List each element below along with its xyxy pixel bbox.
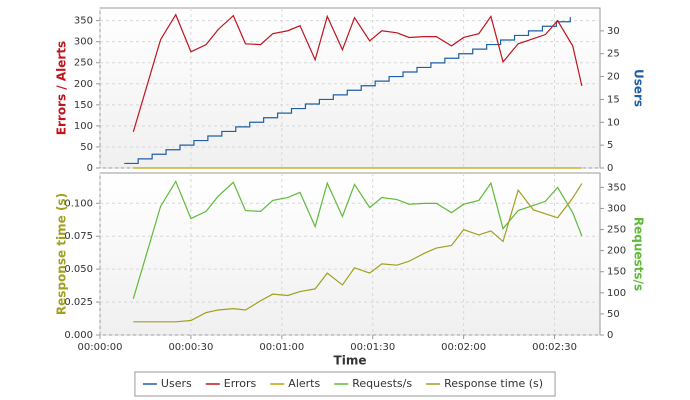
y-tick-label: 300 (74, 37, 93, 48)
y2-tick-label: 30 (607, 26, 620, 37)
plot-area (99, 7, 601, 169)
y2-tick-label: 150 (607, 267, 626, 278)
legend-item: Users (142, 377, 192, 390)
y2-tick-label: 0 (607, 163, 613, 174)
y-axis-title: Errors / Alerts (55, 41, 69, 135)
x-tick-label: 00:00:30 (168, 342, 213, 353)
y-tick-label: 50 (80, 142, 93, 153)
legend-item: Response time (s) (426, 377, 543, 390)
y-tick-label: 0.025 (64, 297, 93, 308)
y-tick-label: 0.075 (64, 231, 93, 242)
legend-label: Errors (224, 377, 257, 390)
y2-tick-label: 250 (607, 225, 626, 236)
y2-tick-label: 20 (607, 72, 620, 83)
x-axis-title: Time (334, 354, 367, 368)
legend-item: Alerts (270, 377, 320, 390)
y2-tick-label: 10 (607, 117, 620, 128)
y2-axis-title: Requests/s (632, 217, 646, 291)
y2-tick-label: 100 (607, 288, 626, 299)
y2-tick-label: 350 (607, 182, 626, 193)
y-tick-label: 0.050 (64, 264, 93, 275)
y-tick-label: 100 (74, 121, 93, 132)
y-tick-label: 0.000 (64, 330, 93, 341)
x-tick-label: 00:02:00 (441, 342, 486, 353)
legend-label: Users (161, 377, 192, 390)
legend-label: Response time (s) (444, 377, 543, 390)
x-tick-label: 00:01:30 (350, 342, 395, 353)
y2-tick-label: 5 (607, 140, 613, 151)
y2-tick-label: 25 (607, 49, 620, 60)
y2-axis-title: Users (632, 69, 646, 107)
series-line (124, 17, 571, 165)
x-tick-label: 00:02:30 (532, 342, 577, 353)
y2-tick-label: 15 (607, 94, 620, 105)
y-tick-label: 250 (74, 58, 93, 69)
legend-item: Errors (205, 377, 257, 390)
y-tick-label: 0 (87, 163, 93, 174)
legend-item: Requests/s (334, 377, 412, 390)
legend-label: Requests/s (352, 377, 412, 390)
y2-tick-label: 300 (607, 203, 626, 214)
y-tick-label: 0.100 (64, 198, 93, 209)
x-tick-label: 00:00:00 (78, 342, 123, 353)
y2-tick-label: 50 (607, 309, 620, 320)
legend: Users Errors Alerts Requests/s Response time… (134, 371, 556, 397)
y-axis-title: Response time (s) (55, 193, 69, 315)
series-line (132, 13, 583, 132)
y-tick-label: 350 (74, 16, 93, 27)
y-tick-label: 200 (74, 79, 93, 90)
y-tick-label: 150 (74, 100, 93, 111)
y2-tick-label: 200 (607, 246, 626, 257)
series-line (132, 180, 583, 299)
x-tick-label: 00:01:00 (259, 342, 304, 353)
legend-label: Alerts (288, 377, 320, 390)
y2-tick-label: 0 (607, 330, 613, 341)
series-line (133, 183, 583, 323)
